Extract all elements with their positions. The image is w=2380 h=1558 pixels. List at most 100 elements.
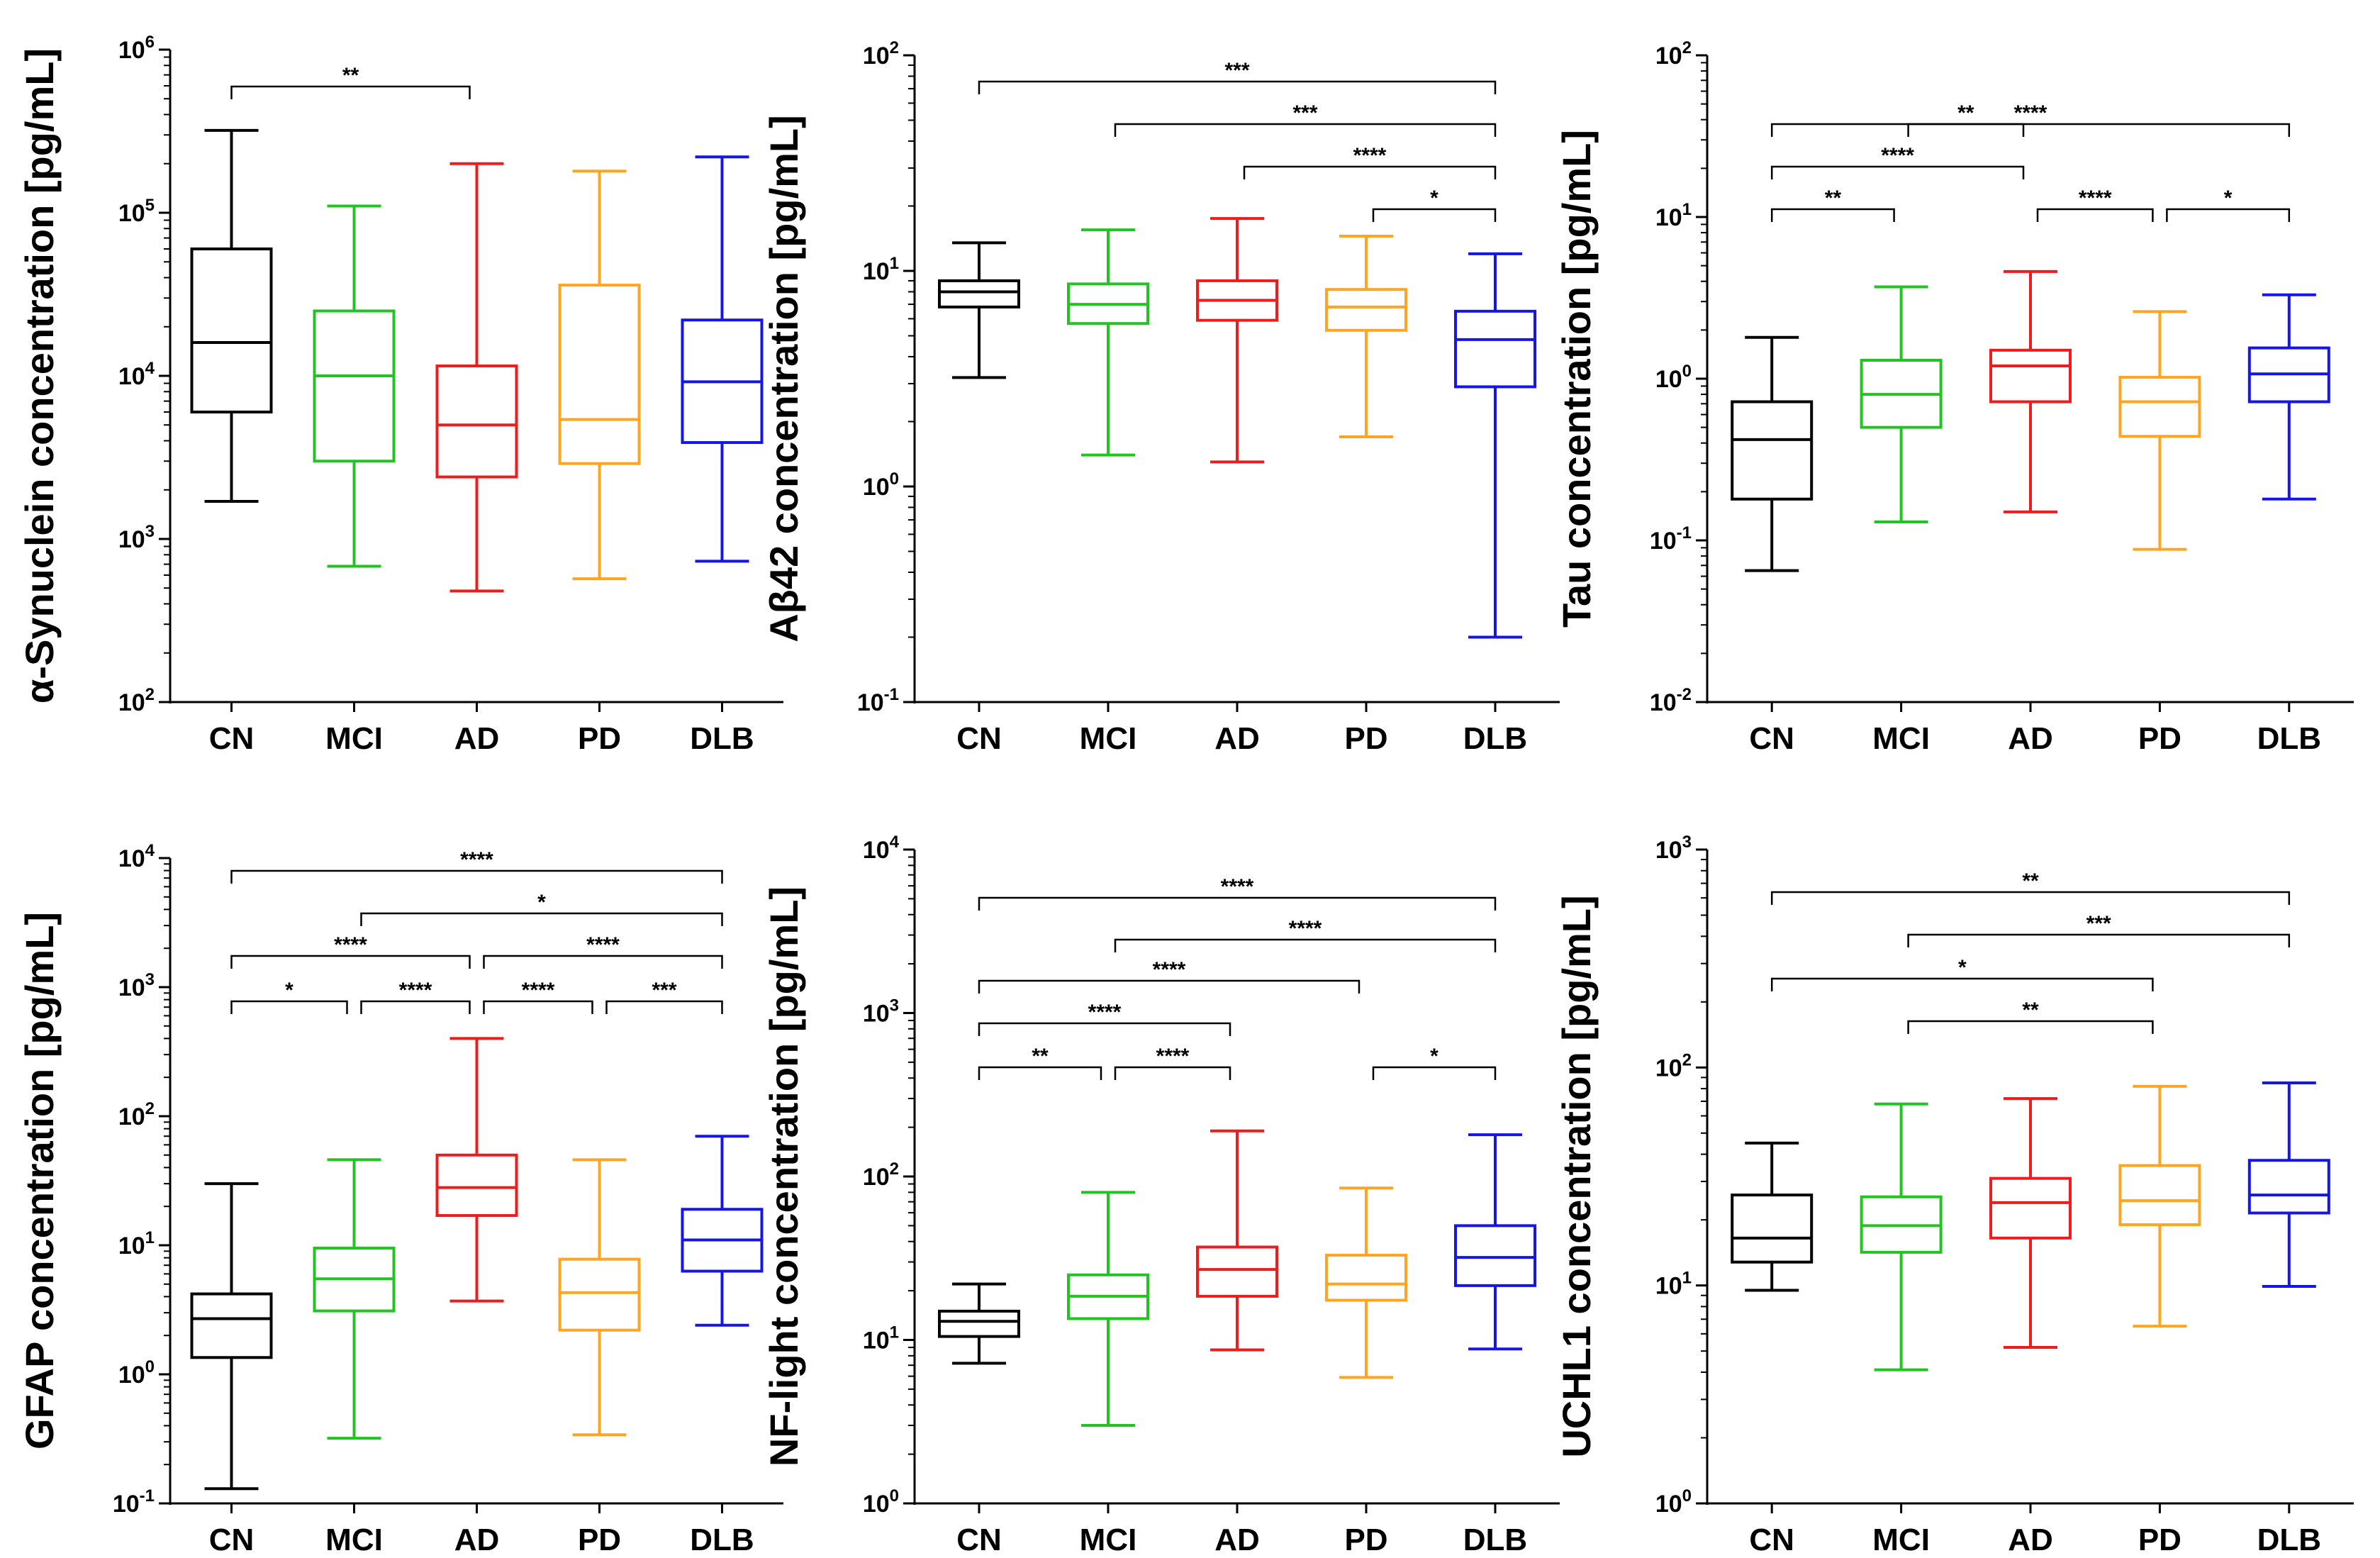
y-tick-label: 103 — [118, 522, 155, 553]
significance-label: **** — [334, 933, 367, 957]
significance-label: **** — [1881, 144, 1914, 167]
y-tick-label: 10-1 — [857, 685, 899, 716]
y-axis-label: Aβ42 concentration [pg/mL] — [761, 115, 806, 642]
bracket-line — [1770, 977, 2154, 991]
significance-label: **** — [1156, 1045, 1190, 1068]
box-pd — [2118, 310, 2201, 551]
significance-bracket: **** — [978, 958, 1361, 994]
bracket-line — [360, 1000, 471, 1014]
significance-bracket: ** — [1770, 187, 1895, 222]
panel-2: 10-1 100 101 102 Aβ42 concentration [pg/mL] C… — [761, 38, 1560, 756]
x-tick-label: PD — [2138, 1523, 2181, 1557]
significance-label: ** — [1032, 1045, 1049, 1068]
y-tick-label: 101 — [118, 1228, 155, 1259]
significance-bracket: * — [360, 891, 723, 926]
iqr-box — [1454, 309, 1536, 389]
y-tick-label: 104 — [118, 359, 155, 390]
y-tick-label: 102 — [1655, 38, 1692, 69]
iqr-box — [2118, 376, 2201, 438]
y-tick-label: 106 — [118, 33, 155, 64]
x-tick-label: AD — [2008, 1523, 2053, 1557]
iqr-box — [1196, 1245, 1278, 1298]
box-mci — [1860, 285, 1943, 524]
significance-bracket: **** — [1114, 1045, 1231, 1080]
significance-label: ** — [2022, 869, 2039, 893]
bracket-line — [1114, 938, 1497, 952]
bracket-line — [2036, 208, 2154, 222]
iqr-box — [938, 1309, 1020, 1338]
bracket-line — [360, 912, 723, 926]
x-tick-label: MCI — [1080, 1523, 1137, 1557]
significance-label: ** — [1957, 101, 1974, 125]
iqr-box — [1989, 348, 2072, 404]
box-cn — [1731, 335, 1814, 572]
bracket-line — [1907, 933, 2291, 947]
significance-label: *** — [1292, 101, 1317, 125]
box-cn — [938, 241, 1020, 379]
panel-4: 10-1 100 101 102 103 104 GFAP concentration [p… — [17, 841, 783, 1557]
y-tick-label: 100 — [863, 1486, 899, 1518]
bracket-line — [1243, 165, 1497, 179]
x-tick-label: AD — [2008, 721, 2053, 756]
y-tick-label: 102 — [1655, 1050, 1692, 1081]
bracket-line — [1770, 123, 2291, 137]
significance-bracket: **** — [978, 875, 1497, 911]
y-tick-label: 100 — [863, 469, 899, 501]
significance-bracket: ** — [230, 64, 471, 99]
box-mci — [313, 204, 396, 568]
x-tick-label: AD — [1214, 721, 1260, 756]
iqr-box — [1325, 1253, 1407, 1302]
box-cn — [1731, 1141, 1814, 1292]
x-tick-label: AD — [1214, 1523, 1260, 1557]
y-tick-label: 101 — [1655, 1269, 1692, 1300]
iqr-box — [1731, 400, 1814, 501]
box-dlb — [681, 1135, 764, 1327]
y-axis-label: GFAP concentration [pg/mL] — [17, 912, 62, 1450]
y-tick-label: 101 — [1655, 200, 1692, 231]
significance-bracket: **** — [1770, 144, 2025, 179]
bracket-line — [1372, 1066, 1497, 1080]
box-mci — [1067, 1191, 1149, 1428]
significance-label: **** — [586, 933, 620, 957]
significance-label: **** — [1088, 1001, 1122, 1024]
x-tick-label: DLB — [1463, 1523, 1527, 1557]
iqr-box — [190, 1292, 273, 1359]
y-tick-label: 100 — [118, 1357, 155, 1389]
bracket-line — [1114, 1066, 1231, 1080]
box-dlb — [1454, 252, 1536, 639]
x-tick-label: DLB — [2257, 1523, 2321, 1557]
bracket-line — [1907, 1020, 2154, 1034]
y-axis-label: α-Synuclein concentration [pg/mL] — [17, 48, 62, 703]
x-tick-label: CN — [1749, 1523, 1794, 1557]
iqr-box — [2118, 1164, 2201, 1226]
significance-label: *** — [1224, 59, 1249, 82]
iqr-box — [938, 279, 1020, 308]
y-tick-label: 104 — [118, 841, 155, 872]
y-tick-label: 102 — [118, 1099, 155, 1130]
box-dlb — [2247, 293, 2330, 501]
box-ad — [1989, 269, 2072, 513]
significance-bracket: **** — [2036, 187, 2154, 222]
iqr-box — [558, 1257, 641, 1332]
bracket-line — [230, 85, 471, 99]
panel-1: 102 103 104 105 106 α-Synuclein concentration… — [17, 33, 783, 756]
significance-bracket: **** — [230, 848, 723, 884]
iqr-box — [313, 309, 396, 463]
significance-bracket: ** — [1907, 101, 2025, 137]
iqr-box — [1325, 288, 1407, 332]
y-tick-label: 101 — [863, 254, 899, 285]
bracket-line — [2166, 208, 2291, 222]
x-tick-label: MCI — [1872, 1523, 1930, 1557]
significance-bracket: **** — [1114, 917, 1497, 952]
x-tick-label: PD — [578, 721, 621, 756]
significance-label: * — [285, 979, 294, 1002]
bracket-line — [978, 896, 1497, 911]
box-ad — [1989, 1097, 2072, 1349]
bracket-line — [978, 979, 1361, 994]
x-tick-label: AD — [454, 721, 500, 756]
significance-bracket: * — [2166, 187, 2291, 222]
x-tick-label: MCI — [1080, 721, 1137, 756]
significance-label: ** — [1825, 187, 1842, 210]
y-tick-label: 10-2 — [1650, 685, 1692, 716]
box-mci — [313, 1158, 396, 1440]
